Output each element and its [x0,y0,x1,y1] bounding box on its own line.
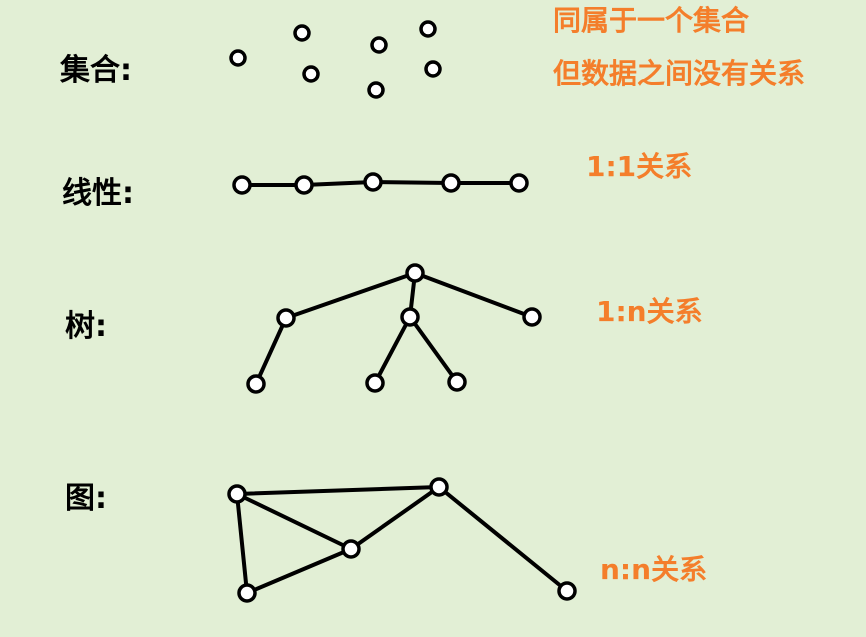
linear-node [294,175,314,195]
tree-edge [254,316,288,386]
tree-label: 树: [65,309,107,344]
tree-node [400,307,420,327]
graph-edge [437,485,569,593]
graph-edge [235,492,353,551]
set-note-line2: 但数据之间没有关系 [553,57,806,90]
tree-node [246,374,266,394]
graph-note: n:n关系 [600,553,708,586]
linear-edge [371,180,453,185]
linear-nodes [232,172,529,195]
linear-node [363,172,383,192]
tree-edge [373,315,412,385]
tree-node [522,307,542,327]
linear-node [509,173,529,193]
linear-label: 线性: [62,176,134,211]
graph-nodes [227,477,577,603]
linear-edge [302,180,375,187]
set-note-line1: 同属于一个集合 [553,4,750,37]
tree-nodes [246,263,542,394]
set-node [424,60,442,78]
tree-edge [413,271,534,319]
graph-node [237,583,257,603]
set-nodes [229,20,442,99]
graph-edge [349,485,441,551]
tree-node [365,373,385,393]
linear-note: 1:1关系 [586,150,693,183]
set-node [293,24,311,42]
set-node [367,81,385,99]
set-node [229,49,247,67]
graph-edges [235,485,569,595]
graph-edge [235,492,249,595]
set-node [302,65,320,83]
tree-node [276,308,296,328]
tree-edge [284,271,417,320]
set-label: 集合: [60,53,132,88]
tree-note: 1:n关系 [596,295,703,328]
graph-node [341,539,361,559]
tree-node-root [405,263,425,283]
linear-node [232,175,252,195]
tree-node [447,372,467,392]
graph-label: 图: [65,481,107,516]
tree-edges [254,271,534,386]
set-node [419,20,437,38]
graph-node [557,581,577,601]
set-node [370,36,388,54]
graph-node [429,477,449,497]
graph-edge [235,485,441,496]
linear-edges [240,180,521,187]
linear-node [441,173,461,193]
graph-node [227,484,247,504]
graph-edge [245,547,353,595]
tree-edge [408,315,459,384]
